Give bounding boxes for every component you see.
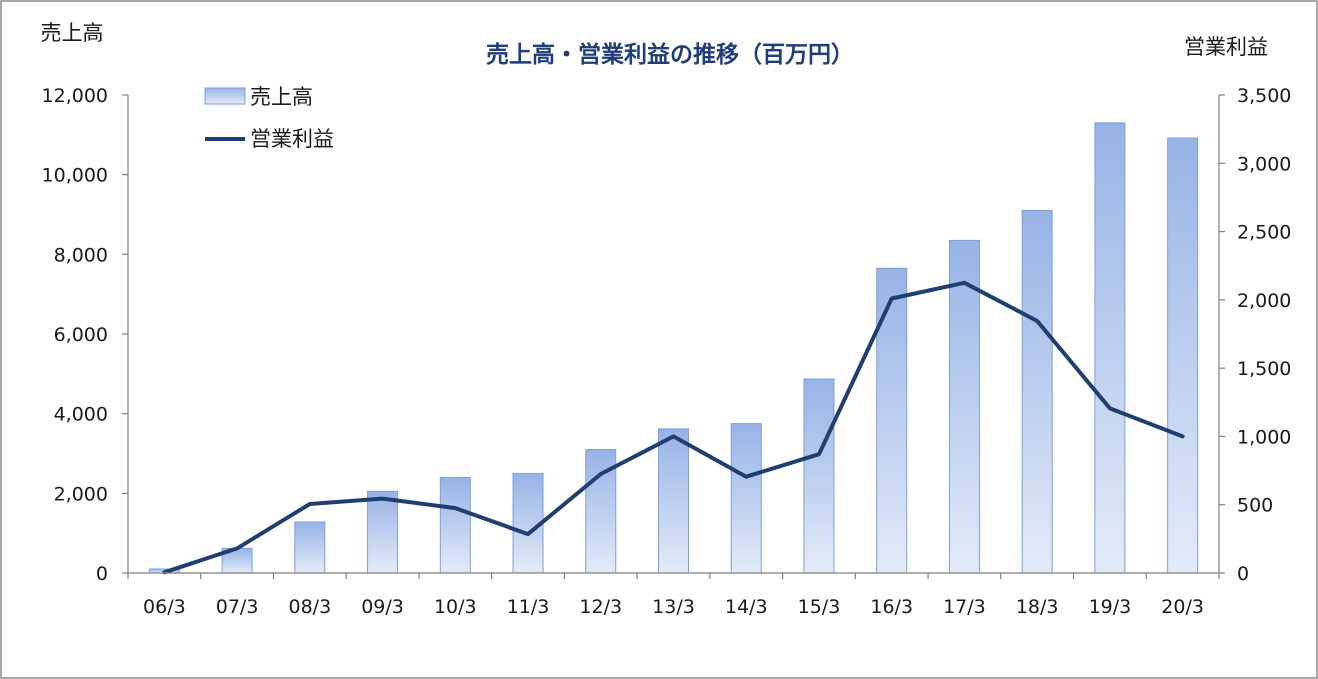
chart-title: 売上高・営業利益の推移（百万円） bbox=[486, 41, 854, 68]
bar bbox=[876, 267, 908, 574]
left-axis-title: 売上高 bbox=[41, 21, 104, 45]
bar bbox=[367, 490, 399, 574]
legend-swatch-sales bbox=[204, 87, 246, 105]
x-tick-label: 18/3 bbox=[1016, 596, 1059, 618]
right-tick-label: 3,500 bbox=[1237, 85, 1291, 107]
x-tick-label: 08/3 bbox=[288, 596, 331, 618]
profit-line bbox=[162, 280, 1185, 575]
bar bbox=[1094, 122, 1126, 574]
x-tick-label: 10/3 bbox=[434, 596, 477, 618]
bar bbox=[1167, 137, 1199, 574]
axes: 0 2,000 4,000 6,000 8,000 10,000 12,000 0 500 1,0… bbox=[42, 85, 1292, 618]
left-tick-label: 10,000 bbox=[42, 165, 108, 187]
x-tick-label: 09/3 bbox=[361, 596, 404, 618]
x-tick-label: 15/3 bbox=[798, 596, 841, 618]
bar-series bbox=[148, 122, 1199, 574]
line-series bbox=[162, 280, 1185, 575]
legend-label-profit: 営業利益 bbox=[250, 127, 334, 151]
bar bbox=[439, 476, 471, 574]
right-tick-label: 2,500 bbox=[1237, 222, 1291, 244]
left-tick-label: 0 bbox=[96, 563, 108, 585]
bar bbox=[512, 472, 544, 574]
legend: 売上高 営業利益 bbox=[204, 85, 334, 151]
left-tick-label: 6,000 bbox=[54, 324, 108, 346]
x-tick-label: 16/3 bbox=[870, 596, 913, 618]
x-tick-label: 17/3 bbox=[943, 596, 986, 618]
x-tick-label: 14/3 bbox=[725, 596, 768, 618]
bar bbox=[948, 239, 980, 574]
bar bbox=[294, 521, 326, 574]
right-tick-label: 3,000 bbox=[1237, 153, 1291, 175]
x-tick-label: 07/3 bbox=[216, 596, 259, 618]
right-tick-label: 500 bbox=[1237, 495, 1273, 517]
left-tick-label: 4,000 bbox=[54, 404, 108, 426]
x-tick-label: 13/3 bbox=[652, 596, 695, 618]
x-tick-label: 20/3 bbox=[1161, 596, 1204, 618]
bar bbox=[658, 428, 689, 574]
legend-label-sales: 売上高 bbox=[250, 85, 313, 109]
right-tick-label: 1,000 bbox=[1237, 426, 1291, 448]
x-tick-label: 19/3 bbox=[1089, 596, 1132, 618]
bar bbox=[730, 423, 762, 574]
right-axis-title: 営業利益 bbox=[1184, 35, 1268, 59]
left-tick-label: 12,000 bbox=[42, 85, 108, 107]
right-tick-label: 0 bbox=[1237, 563, 1249, 585]
bar bbox=[803, 378, 835, 574]
bar bbox=[1021, 210, 1053, 574]
left-tick-label: 2,000 bbox=[54, 483, 108, 505]
x-tick-label: 12/3 bbox=[579, 596, 622, 618]
left-tick-label: 8,000 bbox=[54, 244, 108, 266]
right-tick-label: 1,500 bbox=[1237, 358, 1291, 380]
right-tick-label: 2,000 bbox=[1237, 290, 1291, 312]
x-tick-label: 06/3 bbox=[143, 596, 186, 618]
x-tick-label: 11/3 bbox=[507, 596, 550, 618]
